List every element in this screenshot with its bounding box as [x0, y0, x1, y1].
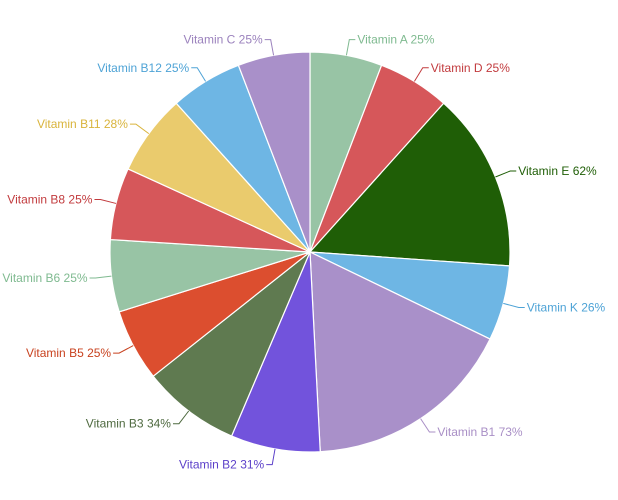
leader-line — [503, 302, 525, 309]
pie-slice-vitamin-b3 — [152, 251, 311, 437]
leader-line — [266, 448, 276, 466]
leader-line — [495, 170, 517, 178]
slice-label: Vitamin E 62% — [518, 164, 597, 178]
leader-line — [420, 418, 436, 433]
slice-label: Vitamin B2 31% — [179, 458, 264, 472]
pie-slice-vitamin-c — [237, 51, 311, 253]
label-leader-lines — [89, 39, 525, 466]
leader-line — [172, 410, 190, 425]
pie-slice-vitamin-b1 — [309, 251, 491, 453]
leader-line — [413, 67, 429, 82]
leader-line — [191, 67, 207, 82]
leader-line — [113, 345, 134, 354]
pie-slice-vitamin-e — [308, 102, 511, 267]
slice-label: Vitamin A 25% — [357, 33, 434, 47]
slice-label: Vitamin B3 34% — [86, 417, 171, 431]
slice-labels: Vitamin A 25% Vitamin D 25% Vitamin E 62% V… — [2, 33, 605, 472]
pie-slices — [109, 51, 511, 453]
slice-label: Vitamin B11 28% — [37, 117, 128, 131]
slice-label: Vitamin B8 25% — [7, 193, 92, 207]
leader-line — [89, 275, 112, 279]
slice-label: Vitamin B12 25% — [97, 61, 189, 75]
leader-line — [264, 39, 275, 56]
slice-label: Vitamin K 26% — [527, 301, 606, 315]
leader-line — [345, 39, 356, 56]
slice-label: Vitamin B1 73% — [437, 425, 522, 439]
slice-label: Vitamin B6 25% — [2, 271, 87, 285]
leader-line — [129, 123, 150, 135]
slice-label: Vitamin B5 25% — [26, 346, 111, 360]
leader-line — [94, 199, 117, 204]
slice-label: Vitamin C 25% — [184, 33, 263, 47]
slice-label: Vitamin D 25% — [431, 61, 510, 75]
